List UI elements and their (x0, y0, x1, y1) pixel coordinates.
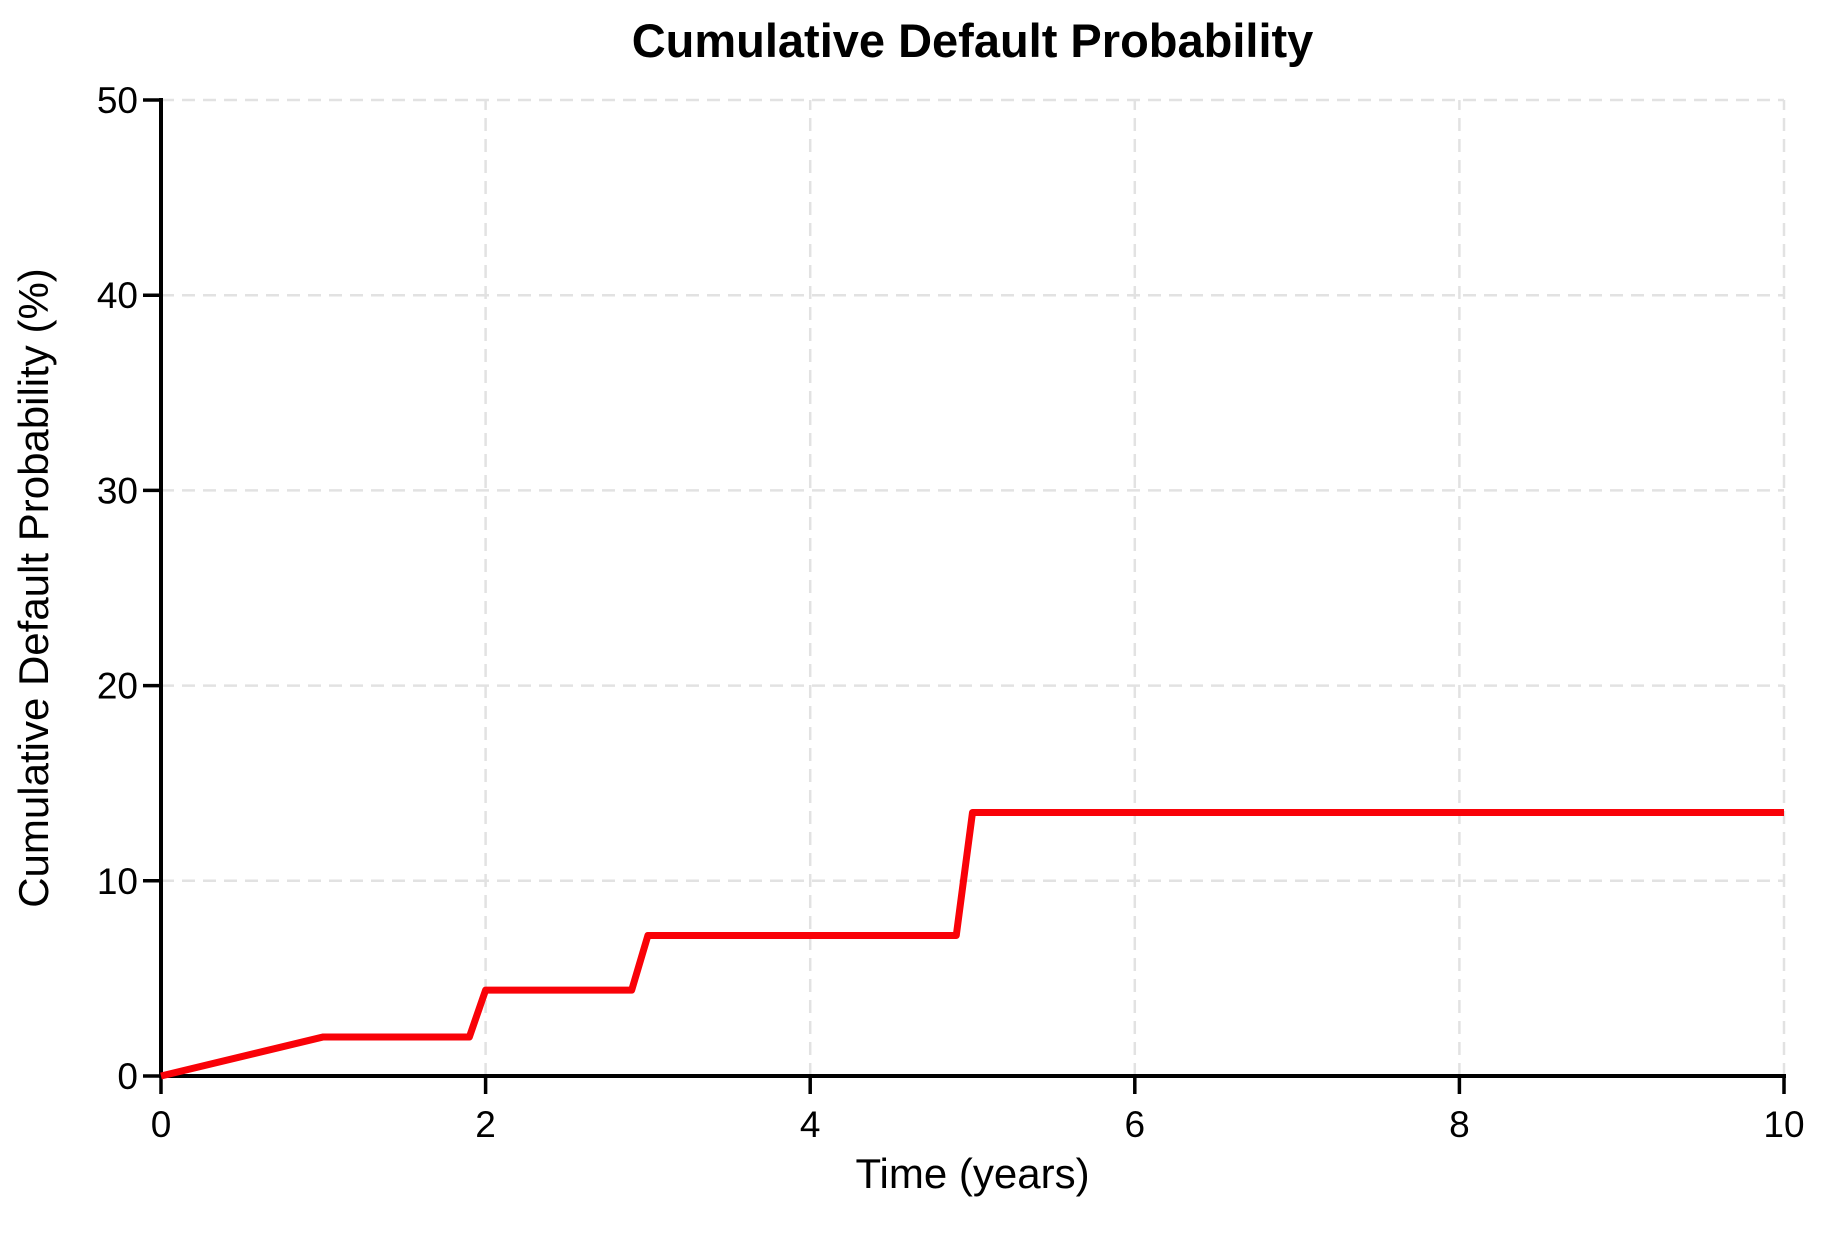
y-tick-label-50: 50 (97, 80, 138, 121)
x-axis-label: Time (years) (855, 1150, 1089, 1197)
x-tick-label-6: 6 (1125, 1104, 1146, 1145)
y-tick-label-40: 40 (97, 275, 138, 316)
y-tick-label-0: 0 (117, 1056, 138, 1097)
x-tick-label-8: 8 (1449, 1104, 1470, 1145)
default-probability-line (160, 808, 1784, 1080)
x-tick-label-2: 2 (475, 1104, 496, 1145)
chart-title: Cumulative Default Probability (632, 14, 1314, 67)
y-tick-label-20: 20 (97, 666, 138, 707)
x-tick-label-10: 10 (1763, 1104, 1804, 1145)
x-tick-label-0: 0 (151, 1104, 172, 1145)
y-tick-label-10: 10 (97, 861, 138, 902)
axis-ticks (143, 98, 1786, 1094)
x-tick-label-4: 4 (800, 1104, 821, 1145)
tick-labels: 0 2 4 6 8 10 0 10 20 30 40 50 (97, 80, 1805, 1145)
y-tick-label-30: 30 (97, 470, 138, 511)
y-axis-label: Cumulative Default Probability (%) (10, 268, 57, 908)
gridlines (161, 98, 1786, 1076)
